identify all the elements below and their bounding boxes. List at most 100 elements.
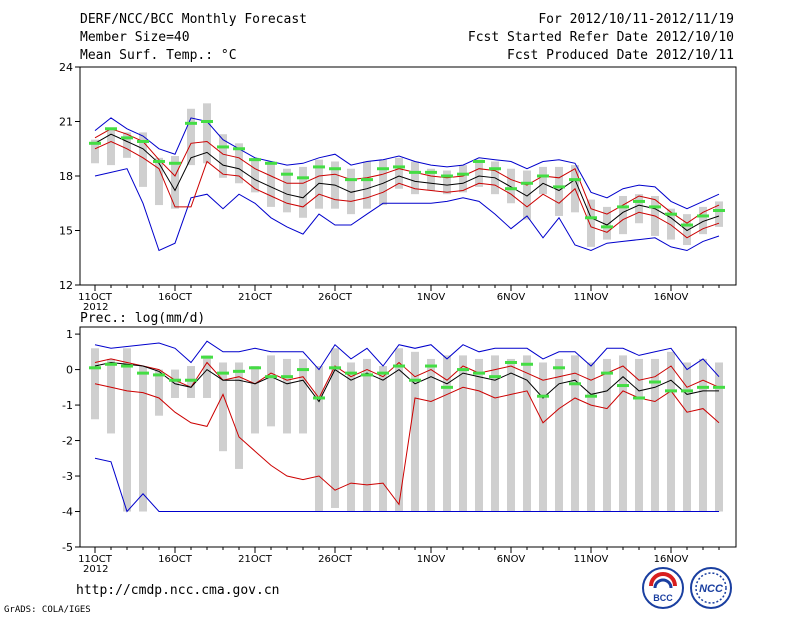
prec-range-box — [395, 348, 403, 512]
temp-xtick-label: 26OCT — [318, 292, 353, 303]
prec-range-box — [187, 366, 195, 398]
prec-max-line — [94, 340, 720, 378]
prec-xtick-label: 11NOV — [574, 554, 609, 565]
temp-lower-line — [94, 140, 720, 239]
prec-xtick-label: 1NOV — [417, 554, 446, 565]
temp-range-box — [379, 159, 387, 206]
temp-range-box — [459, 165, 467, 193]
prec-range-box — [523, 355, 531, 512]
prec-range-box — [379, 366, 387, 512]
temp-range-box — [299, 166, 307, 218]
prec-range-box — [507, 358, 515, 512]
temp-range-box — [187, 108, 195, 166]
prec-range-box — [491, 355, 499, 512]
temp-range-box — [395, 157, 403, 189]
variable-label: Mean Surf. Temp.: °C — [80, 48, 237, 63]
temp-range-box — [203, 103, 211, 164]
temp-xtick-label: 16NOV — [654, 292, 689, 303]
temp-range-box — [507, 168, 515, 204]
prec-range-box — [219, 362, 227, 452]
ncc-logo-text: NCC — [699, 583, 724, 595]
temp-range-box — [411, 161, 419, 195]
prec-range-box — [443, 355, 451, 512]
prec-range-box — [347, 362, 355, 512]
temp-xtick-label: 11OCT — [78, 292, 113, 303]
prec-range-box — [155, 369, 163, 416]
temp-max-line — [94, 117, 720, 210]
temp-range-box — [603, 206, 611, 240]
prec-range-box — [619, 355, 627, 512]
prec-xtick-label: 26OCT — [318, 554, 353, 565]
prec-range-box — [587, 362, 595, 512]
prec-xtick-label: 11OCT — [78, 554, 113, 565]
prec-range-box — [123, 348, 131, 512]
temp-range-box — [155, 157, 163, 206]
temp-range-box — [619, 195, 627, 235]
temp-range-box — [539, 166, 547, 195]
prec-ytick-label: 0 — [66, 364, 73, 377]
fcst-produced-date: Fcst Produced Date 2012/10/11 — [507, 48, 734, 63]
prec-range-box — [699, 358, 707, 512]
prec-range-box — [683, 362, 691, 512]
prec-ytick-label: -1 — [62, 399, 73, 412]
temp-range-box — [427, 168, 435, 191]
temp-ytick-label: 15 — [59, 225, 73, 238]
prec-range-box — [267, 355, 275, 427]
bcc-logo: BCC — [642, 567, 684, 609]
temp-range-box — [587, 199, 595, 247]
prec-range-box — [571, 355, 579, 512]
temp-ytick-label: 21 — [59, 116, 73, 129]
temp-range-box — [667, 208, 675, 240]
prec-range-box — [331, 348, 339, 508]
prec-range-box — [283, 358, 291, 434]
temp-ytick-label: 18 — [59, 170, 73, 183]
ncc-logo: NCC — [690, 567, 732, 609]
bcc-logo-text: BCC — [653, 593, 673, 603]
prec-min-line — [94, 457, 719, 513]
prec-ytick-label: -2 — [62, 435, 73, 448]
prec-range-box — [363, 358, 371, 512]
temp-range-box — [267, 161, 275, 207]
prec-range-box — [539, 362, 547, 512]
prec-xtick-label: 16NOV — [654, 554, 689, 565]
temp-range-box — [219, 134, 227, 178]
prec-range-box — [635, 358, 643, 512]
temp-range-box — [315, 159, 323, 209]
temp-range-box — [475, 159, 483, 187]
source-url[interactable]: http://cmdp.ncc.cma.gov.cn — [76, 583, 280, 598]
temp-range-box — [443, 170, 451, 195]
temp-year-label: 2012 — [83, 302, 108, 313]
prec-range-box — [235, 362, 243, 469]
prec-range-box — [251, 366, 259, 434]
temp-range-box — [107, 128, 115, 166]
grads-credit: GrADS: COLA/IGES — [4, 605, 91, 615]
prec-range-box — [459, 355, 467, 512]
prec-range-box — [475, 358, 483, 512]
prec-range-box — [203, 355, 211, 398]
prec-year-label: 2012 — [83, 564, 108, 575]
member-size: Member Size=40 — [80, 30, 190, 45]
temp-range-box — [555, 166, 563, 216]
prec-range-box — [555, 358, 563, 512]
prec-range-box — [667, 351, 675, 512]
prec-title: Prec.: log(mm/d) — [80, 311, 205, 326]
temp-range-box — [363, 161, 371, 209]
temp-range-box — [251, 157, 259, 193]
temp-xtick-label: 16OCT — [158, 292, 193, 303]
fcst-started-date: Fcst Started Refer Date 2012/10/10 — [467, 30, 734, 45]
prec-ytick-label: -5 — [62, 541, 73, 554]
temp-range-box — [123, 132, 131, 158]
prec-range-box — [603, 358, 611, 512]
temp-range-box — [715, 201, 723, 227]
prec-xtick-label: 16OCT — [158, 554, 193, 565]
temp-range-box — [171, 156, 179, 209]
prec-plot-frame — [79, 326, 737, 548]
temp-xtick-label: 11NOV — [574, 292, 609, 303]
prec-range-box — [139, 366, 147, 512]
prec-xtick-label: 6NOV — [497, 554, 526, 565]
prec-lower-line — [94, 383, 720, 506]
temp-mean-line — [94, 133, 720, 232]
forecast-period: For 2012/10/11-2012/11/19 — [538, 12, 734, 27]
temp-min-line — [94, 168, 720, 252]
temp-range-box — [347, 168, 355, 215]
